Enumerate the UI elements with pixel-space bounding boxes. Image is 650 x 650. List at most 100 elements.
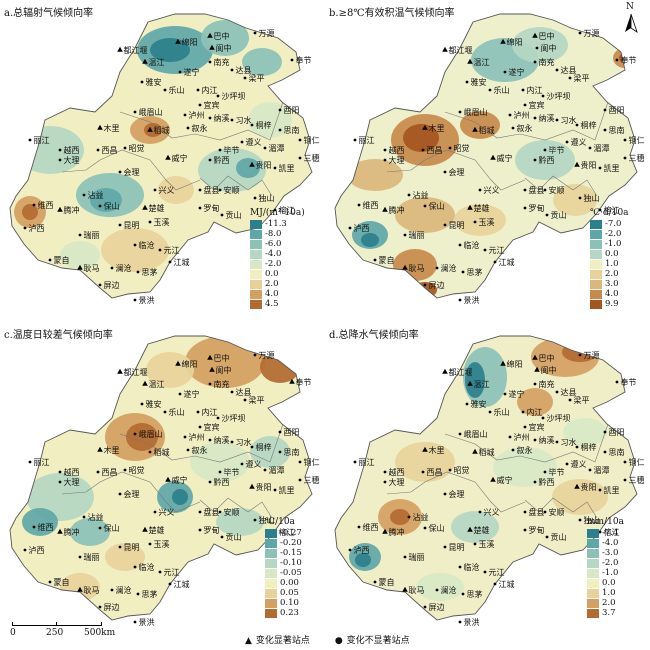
station-label: 蒙自 [54,255,70,265]
legend-swatch [265,609,277,618]
station-marker [148,542,152,546]
legend-unit: ℃/10a [265,517,295,527]
triangle-icon: ▲ [245,636,252,646]
station-label: 安顺 [224,185,240,195]
station-label: 奉节 [621,377,637,387]
station-label: 兴义 [484,508,500,517]
north-label: N [626,2,634,12]
station-marker [198,206,202,210]
contour-area [395,442,455,482]
legend-item: -4.0 [587,538,650,548]
station-marker [478,510,482,514]
station-label: 独山 [259,515,275,525]
legend-swatch [587,569,599,578]
station-marker [555,68,559,72]
station-marker [253,518,257,522]
station-marker [118,170,122,174]
station-label: 屏边 [104,602,120,612]
station-label: 榕江 [604,205,620,215]
station-marker [133,432,137,436]
legend-swatch [587,599,599,608]
station-marker [465,402,469,406]
station-label: 独山 [584,193,600,203]
station-marker [273,166,277,170]
legend-swatch [265,549,277,558]
station-marker [196,410,200,414]
province-border [524,175,598,197]
legend-label: 1.0 [605,259,619,269]
station-marker [598,208,602,212]
station-label: 澜沧 [441,585,457,595]
station-marker [623,478,627,482]
station-label: 遂宁 [184,389,200,399]
station-marker-significant [500,38,506,44]
station-label: 铜仁 [304,457,320,467]
station-marker-significant [209,366,215,372]
station-label: 习水 [561,115,577,125]
station-marker [163,88,167,92]
station-label: 玉溪 [479,217,495,227]
station-marker [458,432,462,436]
north-arrow-icon: N [620,2,642,36]
station-label: 西昌 [427,468,443,477]
station-label: 木里 [104,445,120,455]
station-label: 保山 [104,201,120,211]
station-label: 桐梓 [256,442,272,452]
station-label: 越西 [389,145,405,155]
station-label: 纳溪 [539,435,555,445]
station-label: 贡山 [226,532,242,542]
legend-item: 1.0 [587,588,650,598]
station-label: 昭觉 [129,143,145,153]
station-label: 木里 [429,123,445,133]
station-marker-significant [534,366,540,372]
station-label: 腾冲 [389,205,405,215]
station-label: 贵阳 [256,160,272,170]
region-outline [9,13,313,299]
station-label: 遵义 [571,459,587,469]
province-border [61,471,201,513]
station-marker [521,410,525,414]
station-label: 思南 [284,447,300,457]
legend-swatch [265,579,277,588]
station-marker [48,580,52,584]
station-marker-significant [442,46,448,52]
legend-label: 0.10 [280,598,299,608]
station-marker [218,470,222,474]
station-label: 黔西 [214,477,230,487]
station-label: 维西 [363,522,379,532]
station-marker [110,588,114,592]
station-marker [208,382,212,386]
station-label: 西昌 [427,146,443,155]
station-marker-significant [467,204,473,210]
station-label: 安顺 [224,507,240,517]
station-label: 昆明 [449,543,465,552]
station-label: 铜仁 [629,457,645,467]
legend-swatch [590,300,602,309]
contour-area [465,362,485,398]
station-marker [230,68,234,72]
station-marker [543,148,547,152]
station-marker [458,243,462,247]
station-label: 三穗 [304,475,320,485]
station-marker [183,113,187,117]
station-label: 昭觉 [454,465,470,475]
station-label: 大理 [389,477,405,487]
station-label: 思南 [609,125,625,135]
station-label: 湄潭 [594,466,610,475]
station-marker [263,468,267,472]
station-label: 越西 [389,467,405,477]
station-marker [598,530,602,534]
panel-title: c.温度日较差气候倾向率 [4,330,113,341]
legend-label: -8.0 [265,229,282,239]
station-marker-significant [175,360,181,366]
station-marker [98,526,102,530]
station-marker [483,570,487,574]
station-label: 思茅 [142,589,158,599]
station-label: 会理 [449,167,465,177]
map-panel-diurnal-range: 万源 巴中 都江堰 绵阳 阆中 温江 南充 奉节 遂宁 达县 梁平 雅安 乐山 内江 沙坪坝 宜宾 泸州 峨眉山 酉… [0,322,325,637]
station-marker [136,592,140,596]
station-marker [568,76,572,80]
province-border [199,175,273,197]
station-label: 都江堰 [449,45,473,55]
